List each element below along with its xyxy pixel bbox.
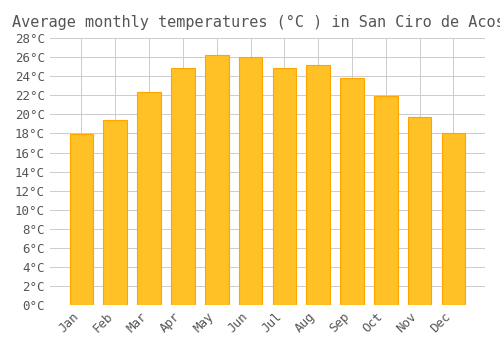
Bar (205, 55, 229, 305)
Bar (340, 78, 364, 305)
Bar (408, 117, 432, 305)
Bar (104, 120, 127, 305)
Bar (272, 68, 296, 305)
Bar (70, 134, 94, 305)
Bar (374, 96, 398, 305)
Bar (138, 91, 161, 305)
Bar (171, 68, 194, 305)
Bar (442, 133, 465, 305)
Title: Average monthly temperatures (°C ) in San Ciro de Acosta: Average monthly temperatures (°C ) in Sa… (12, 15, 500, 30)
Bar (306, 65, 330, 305)
Bar (238, 57, 262, 305)
